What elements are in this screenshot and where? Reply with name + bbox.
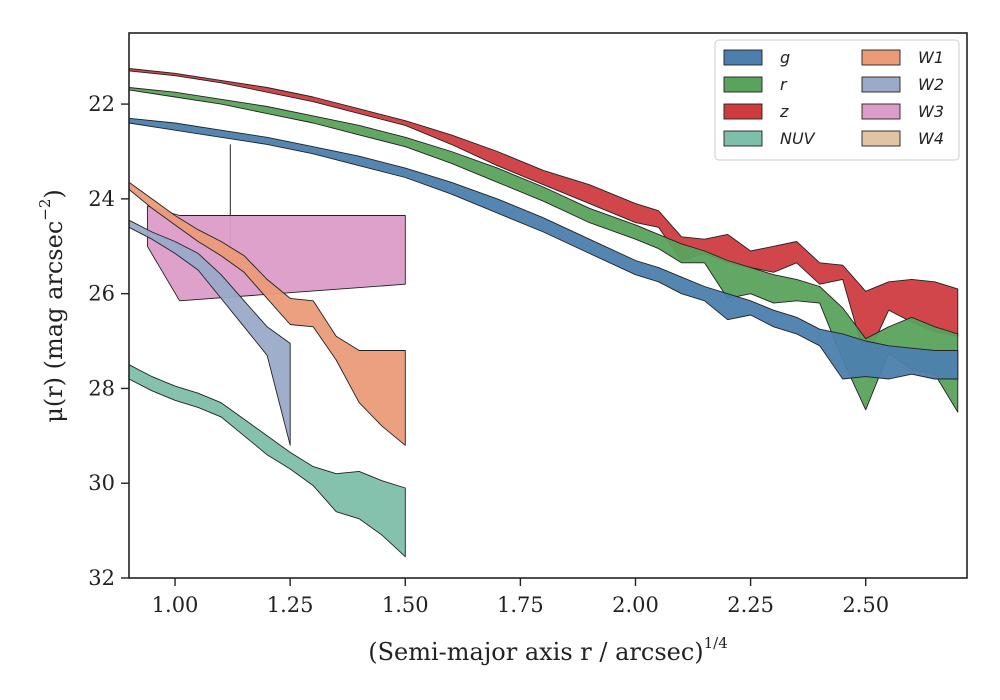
x-tick-label: 1.25 [267,593,314,617]
y-tick-label: 26 [88,282,115,306]
legend: grz NUV W1 W2 W3 W4 [714,39,960,161]
legend-swatch-nuv [723,130,763,147]
y-tick-label: 28 [88,376,115,400]
legend-label-nuv: NUV [780,129,816,148]
legend-swatch-w3 [861,103,901,120]
series-layer [128,68,959,558]
x-tick-label: 2.50 [842,593,889,617]
legend-swatch-z [723,103,763,120]
legend-swatch-w4 [861,130,901,147]
legend-label-w2: W2 [918,75,944,94]
x-tick-label: 1.50 [382,593,429,617]
legend-label-w4: W4 [918,129,944,148]
legend-swatch-r [723,76,763,93]
series-g-band [128,117,959,380]
series-nuv-band [128,364,406,558]
legend-swatch-w2 [861,76,901,93]
axes-layer: 1.00 1.25 1.50 1.75 2.00 2.25 2.50 22 24 26 28 30 32 [88,92,889,617]
x-tick-label: 1.75 [497,593,544,617]
series-r-band [128,87,959,413]
legend-label-z: z [779,102,789,121]
legend-label-g: g [780,48,790,67]
y-tick-label: 24 [88,187,115,211]
x-tick-label: 1.00 [152,593,199,617]
legend-swatch-g [723,49,763,66]
series-w1-band [128,181,406,446]
plot-frame [128,32,968,579]
legend-label-r: r [780,75,788,94]
x-axis-label: (Semi-major axis r / arcsec)1/4 [368,634,728,666]
legend-label-w3: W3 [918,102,944,121]
legend-swatch-w1 [861,49,901,66]
y-tick-label: 22 [88,92,115,116]
legend-frame [714,39,960,161]
x-tick-label: 2.00 [612,593,659,617]
series-w2-band [128,219,291,446]
y-tick-label: 32 [88,566,115,590]
legend-label-w1: W1 [918,48,944,67]
x-tick-label: 2.25 [727,593,774,617]
y-tick-label: 30 [88,471,115,495]
y-axis-label: μ(r) (mag arcsec−2) [36,189,68,423]
